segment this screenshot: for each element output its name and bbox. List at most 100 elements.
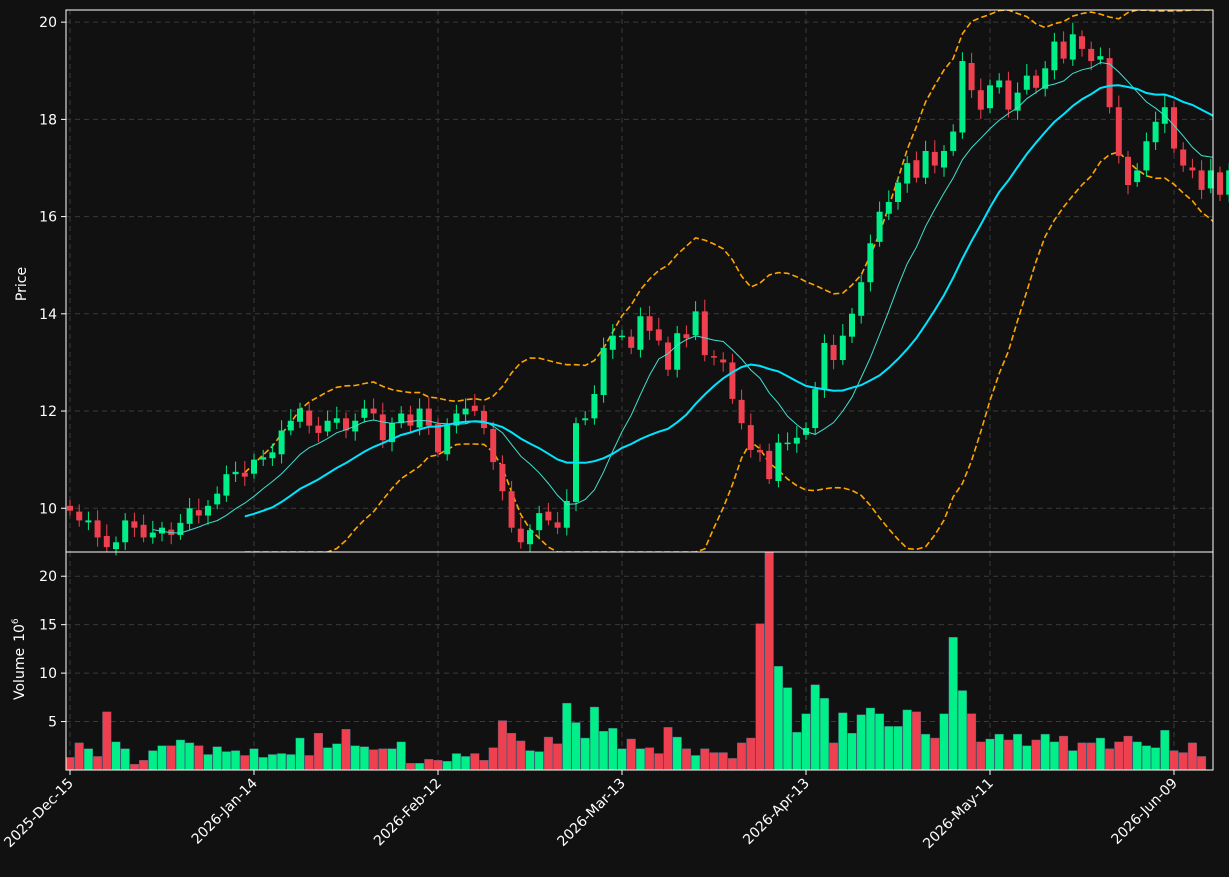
price-y-tick-label: 18 (39, 112, 57, 128)
volume-bar (681, 748, 691, 771)
candle-body (315, 425, 322, 433)
candle-body (370, 408, 377, 414)
volume-bar (1095, 737, 1105, 771)
volume-bar (1114, 741, 1124, 771)
candle-body (968, 62, 975, 91)
price-y-tick-label: 14 (39, 307, 57, 323)
candle-body (766, 450, 773, 480)
volume-bar (304, 755, 314, 771)
candle-body (628, 336, 635, 348)
candle-body (858, 282, 865, 316)
volume-bar (378, 748, 388, 771)
volume-bar (323, 747, 333, 771)
volume-bar (157, 745, 167, 771)
volume-bar (396, 741, 406, 771)
volume-bar (442, 761, 452, 771)
volume-bar (470, 753, 480, 771)
candle-body (223, 474, 230, 496)
candle-body (1226, 170, 1229, 195)
candle-body (655, 329, 662, 341)
volume-bar (369, 749, 379, 771)
volume-axis-exponent-power: 6 (11, 618, 21, 624)
candle-body (287, 420, 294, 431)
candle-body (839, 335, 846, 360)
volume-bar (939, 713, 949, 771)
candle-body (214, 493, 221, 505)
volume-bar (359, 746, 369, 771)
candle-body (186, 508, 193, 524)
volume-axis-label-text: Volume (12, 648, 28, 700)
volume-bar (700, 748, 710, 771)
candle-body (701, 311, 708, 356)
volume-bar (911, 711, 921, 771)
candle-body (1033, 75, 1039, 88)
volume-bar (884, 726, 894, 771)
volume-bar (129, 763, 139, 771)
volume-bar (755, 623, 765, 771)
volume-bar (387, 748, 397, 771)
candle-body (517, 528, 524, 543)
volume-bar (286, 754, 296, 771)
volume-bar (194, 745, 204, 771)
volume-bar (120, 748, 130, 771)
candle-body (646, 316, 653, 331)
candle-body (1143, 141, 1150, 171)
candle-body (619, 335, 625, 338)
volume-bar (102, 711, 112, 771)
candle-body (398, 413, 405, 424)
volume-bar (1123, 735, 1133, 771)
volume-bar (819, 698, 829, 771)
volume-bar (1068, 750, 1078, 771)
volume-bar (553, 743, 563, 771)
volume-bar (672, 736, 682, 771)
volume-bar (930, 737, 940, 771)
candle-body (747, 425, 754, 450)
volume-bar (65, 757, 75, 771)
candle-body (1180, 149, 1187, 166)
candle-body (1125, 156, 1131, 185)
volume-bar (1022, 745, 1032, 771)
volume-bar (654, 753, 664, 771)
candle-body (508, 491, 515, 528)
candle-body (941, 150, 947, 168)
volume-bar (792, 732, 802, 771)
candle-body (195, 510, 202, 516)
candle-body (527, 530, 533, 545)
volume-bar (1003, 739, 1013, 771)
volume-bar (461, 756, 471, 771)
volume-bar (139, 760, 149, 771)
volume-bar (74, 742, 84, 771)
volume-bar (1077, 742, 1087, 771)
candle-body (416, 408, 423, 428)
volume-bar (516, 740, 526, 771)
volume-bar (543, 736, 553, 771)
bollinger-upper-line (244, 10, 1213, 474)
volume-bar (801, 713, 811, 771)
volume-bar (875, 713, 885, 771)
volume-bar (1105, 748, 1115, 771)
volume-bar (1160, 730, 1170, 771)
volume-bar (415, 763, 425, 771)
volume-bar (562, 702, 572, 771)
candle-body (1171, 107, 1177, 149)
candle-body (297, 408, 303, 422)
volume-bar (433, 760, 443, 771)
candle-body (536, 513, 543, 531)
candle-body (67, 505, 73, 511)
volume-bar (764, 551, 774, 771)
candle-body (830, 344, 837, 360)
volume-bar (746, 737, 756, 771)
candle-body (159, 527, 165, 534)
volume-axis-label: Volume 106 (11, 618, 28, 700)
price-axis-label: Price (14, 267, 30, 301)
candle-body (904, 163, 911, 184)
candle-body (1088, 48, 1095, 62)
volume-bar (267, 754, 277, 771)
volume-bars (65, 551, 1207, 771)
candle-body (876, 211, 883, 242)
volume-bar (783, 687, 793, 771)
volume-bar (902, 709, 912, 771)
volume-bar (405, 763, 415, 771)
candle-body (821, 342, 828, 391)
